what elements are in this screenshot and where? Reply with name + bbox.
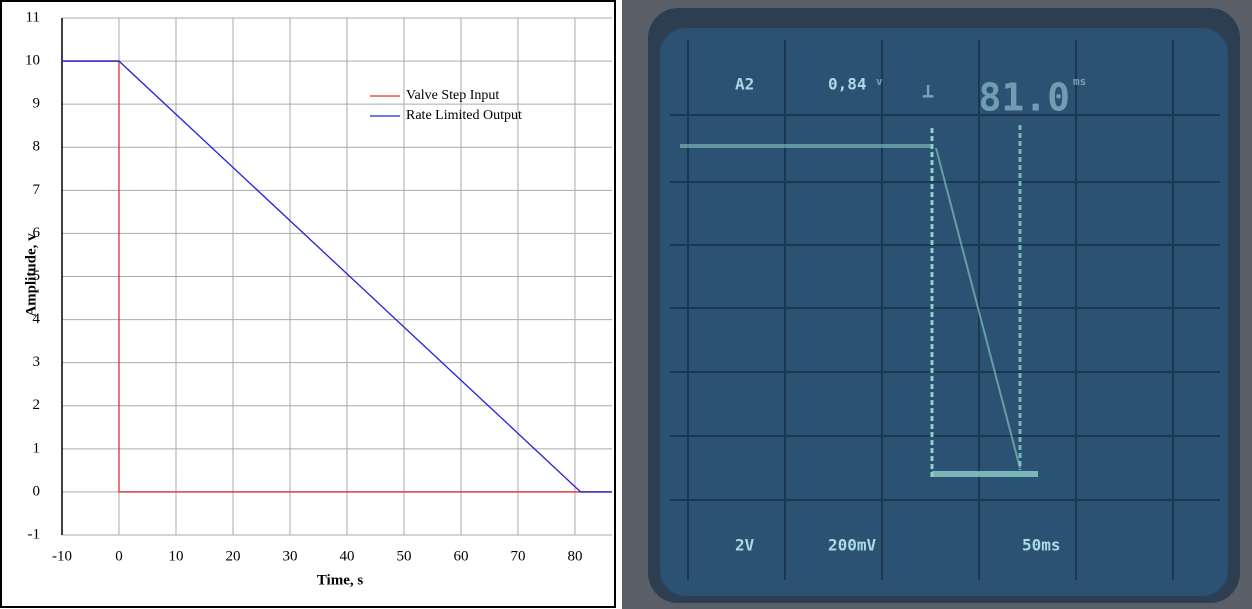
legend-label: Valve Step Input: [406, 88, 499, 103]
voltage-unit: v: [876, 75, 883, 88]
x-tick-label: 0: [115, 548, 123, 564]
screen: [660, 28, 1228, 596]
screen-grid: [670, 40, 1220, 580]
series-line: [62, 60, 612, 493]
oscilloscope-photo: A2 0,84 v ⊥ 81.0 ms 2V 200mV 50ms: [622, 0, 1252, 609]
x-tick-label: 20: [225, 548, 240, 564]
time-scale: 50ms: [1022, 536, 1061, 555]
y-tick-label: 4: [33, 311, 41, 327]
y-tick-label: 10: [25, 53, 40, 69]
x-tick-label: 10: [168, 548, 183, 564]
legend-label: Rate Limited Output: [406, 108, 522, 123]
x-tick-label: 60: [453, 548, 468, 564]
time-unit: ms: [1073, 75, 1086, 88]
chart-frame: [0, 0, 616, 608]
x-tick-label: -10: [52, 548, 72, 564]
cursor-icon: ⊥: [922, 79, 934, 103]
x-tick-label: 30: [282, 548, 297, 564]
scope-trace: [680, 125, 1038, 480]
y-tick-label: 3: [33, 354, 41, 370]
y-tick-label: 8: [33, 139, 41, 155]
x-tick-label: 80: [567, 548, 582, 564]
y-tick-label: 2: [33, 397, 41, 413]
y-tick-label: 5: [33, 268, 41, 284]
y-tick-label: 6: [33, 225, 41, 241]
y-tick-label: 9: [33, 96, 41, 112]
y-tick-label: 7: [33, 182, 41, 198]
y-tick-label: 1: [33, 440, 41, 456]
volt-scale: 200mV: [828, 536, 877, 555]
y-tick-label: 11: [26, 9, 40, 25]
y-tick-label: -1: [28, 526, 41, 542]
channel-scale: 2V: [735, 536, 755, 555]
x-tick-label: 70: [510, 548, 525, 564]
y-axis-label: Amplitude, v: [23, 233, 39, 317]
x-tick-label: 50: [396, 548, 411, 564]
x-tick-label: 40: [339, 548, 354, 564]
channel: A2: [735, 75, 754, 94]
voltage: 0,84: [828, 75, 867, 94]
y-tick-label: 0: [33, 483, 41, 499]
x-axis-label: Time, s: [317, 572, 364, 588]
time-readout: 81.0: [978, 76, 1070, 120]
